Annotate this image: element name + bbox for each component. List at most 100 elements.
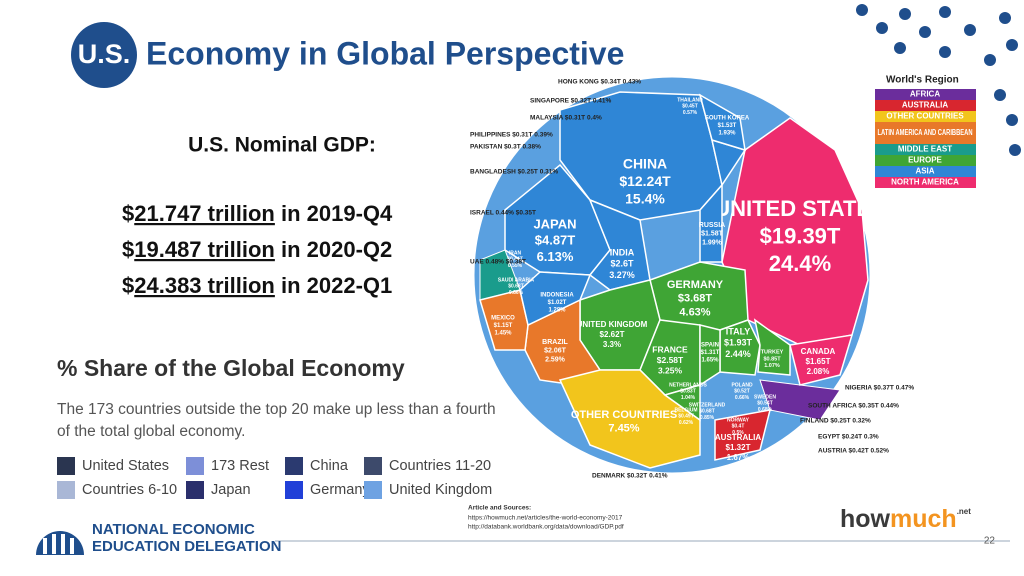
cell-value: $0.52T bbox=[734, 389, 750, 395]
region-label: MIDDLE EAST bbox=[898, 145, 952, 154]
brand-much: much bbox=[890, 505, 957, 533]
cell-value: $1.58T bbox=[701, 231, 724, 238]
gdp-row: $24.383 trillion in 2022-Q1 bbox=[122, 273, 392, 298]
cell-share: 3.3% bbox=[603, 340, 621, 349]
cell-value: $2.06T bbox=[544, 348, 567, 355]
cell-name: UNITED KINGDOM bbox=[577, 320, 648, 329]
share-panel: % Share of the Global Economy The 173 co… bbox=[57, 355, 496, 499]
cell-name: IRAN bbox=[509, 250, 522, 256]
region-label: AUSTRALIA bbox=[902, 101, 948, 110]
brand-logo: howmuch.net bbox=[840, 505, 971, 533]
panel-title: % Share of the Global Economy bbox=[57, 355, 405, 381]
cell-value: $0.68T bbox=[508, 284, 524, 290]
cell-share: 0.62% bbox=[679, 420, 694, 426]
legend-label: Germany bbox=[310, 482, 370, 498]
callout-label: PAKISTAN $0.3T 0.38% bbox=[470, 144, 541, 151]
legend-swatch bbox=[57, 481, 75, 499]
brand-how: how bbox=[840, 505, 891, 533]
country-cell bbox=[699, 324, 721, 387]
currency: $ bbox=[122, 201, 134, 226]
cell-value: $1.65T bbox=[806, 357, 831, 366]
cell-share: 1.04% bbox=[681, 395, 696, 401]
cell-name: SWITZERLAND bbox=[689, 402, 726, 408]
cell-name: UNITED STATES bbox=[714, 196, 886, 221]
africa-area bbox=[759, 379, 841, 421]
cell-name: INDIA bbox=[610, 247, 635, 257]
cell-name: NORWAY bbox=[727, 417, 750, 423]
cell-name: BRAZIL bbox=[542, 339, 568, 346]
region-label: LATIN AMERICA AND CARIBBEAN bbox=[878, 128, 973, 137]
cell-value: $19.39T bbox=[760, 223, 841, 248]
callout-label: ISRAEL 0.44% $0.35T bbox=[470, 210, 536, 217]
cell-share: 1.65% bbox=[701, 358, 719, 364]
title: Economy in Global Perspective bbox=[146, 35, 624, 71]
cell-share: 1.28% bbox=[548, 308, 566, 314]
country-cell bbox=[519, 271, 592, 327]
cell-share: 2.08% bbox=[807, 367, 830, 376]
legend-label: 173 Rest bbox=[211, 458, 269, 474]
legend-swatch bbox=[364, 481, 382, 499]
cell-share: 0.55% bbox=[508, 263, 523, 269]
cell-share: 0.86% bbox=[509, 290, 524, 296]
callout-label: MALAYSIA $0.31T 0.4% bbox=[530, 115, 602, 122]
cell-name: GERMANY bbox=[667, 279, 724, 291]
cell-value: $0.4T bbox=[732, 424, 745, 430]
cell-share: 2.59% bbox=[545, 356, 566, 363]
cell-name: OTHER COUNTRIES bbox=[571, 409, 677, 421]
country-cell bbox=[753, 318, 791, 376]
cell-share: 1.07% bbox=[764, 363, 780, 369]
callout-label: DENMARK $0.32T 0.41% bbox=[592, 473, 668, 480]
sources: Article and Sources: https://howmuch.net… bbox=[468, 505, 624, 531]
badge bbox=[71, 22, 137, 88]
legend-label: Countries 11-20 bbox=[389, 458, 491, 474]
panel-subtitle: The 173 countries outside the top 20 mak… bbox=[57, 401, 496, 418]
region-label: OTHER COUNTRIES bbox=[886, 112, 964, 121]
callout-label: NIGERIA $0.37T 0.47% bbox=[845, 385, 914, 392]
region-swatch bbox=[875, 89, 976, 100]
source-line: http://databank.worldbank.org/data/downl… bbox=[468, 524, 624, 531]
callout-label: HONG KONG $0.34T 0.43% bbox=[558, 79, 641, 86]
region-label: ASIA bbox=[915, 167, 934, 176]
callout-label: FINLAND $0.25T 0.32% bbox=[800, 418, 871, 425]
cell-share: 24.4% bbox=[769, 251, 831, 276]
cell-value: $1.15T bbox=[494, 323, 513, 329]
badge-text: U.S. bbox=[78, 39, 131, 69]
legend-label: Japan bbox=[211, 482, 251, 498]
cell-name: SWEDEN bbox=[754, 394, 776, 400]
cell-value: $12.24T bbox=[619, 173, 671, 189]
country-cell bbox=[699, 138, 747, 263]
dot-decoration bbox=[856, 4, 1021, 156]
period: in 2022-Q1 bbox=[275, 273, 392, 298]
cell-name: RUSSIA bbox=[699, 222, 725, 229]
region-swatch bbox=[875, 100, 976, 111]
currency: $ bbox=[122, 273, 134, 298]
cell-value: $1.02T bbox=[548, 300, 567, 306]
cell-share: 0.5% bbox=[732, 430, 744, 436]
cell-value: $0.44T bbox=[507, 257, 523, 263]
legend-swatch bbox=[186, 457, 204, 475]
legend-swatch bbox=[186, 481, 204, 499]
cell-value: $1.32T bbox=[726, 443, 751, 452]
legend-label: United States bbox=[82, 458, 169, 474]
cell-share: 3.27% bbox=[609, 270, 635, 280]
currency: $ bbox=[122, 237, 134, 262]
country-cell bbox=[721, 117, 869, 346]
cell-value: $0.49T bbox=[678, 414, 694, 420]
cell-value: $0.83T bbox=[680, 389, 696, 395]
region-legend-title: World's Region bbox=[886, 75, 959, 86]
cell-value: $1.93T bbox=[724, 338, 753, 348]
cell-value: $0.45T bbox=[682, 104, 698, 110]
cell-name: JAPAN bbox=[533, 216, 576, 231]
cell-name: FRANCE bbox=[652, 344, 688, 354]
gdp-row: $21.747 trillion in 2019-Q4 bbox=[122, 201, 393, 226]
legend-label: China bbox=[310, 458, 349, 474]
org-line: EDUCATION DELEGATION bbox=[92, 538, 281, 555]
country-cell bbox=[663, 384, 701, 422]
cell-name: SAUDI ARABIA bbox=[498, 277, 535, 283]
cell-share: 2.44% bbox=[725, 349, 751, 359]
region-swatch bbox=[875, 177, 976, 188]
region-legend: World's Region AFRICA AUSTRALIA OTHER COUN… bbox=[875, 75, 976, 188]
cell-share: 1.45% bbox=[494, 331, 512, 337]
cell-share: 1.93% bbox=[718, 131, 736, 137]
